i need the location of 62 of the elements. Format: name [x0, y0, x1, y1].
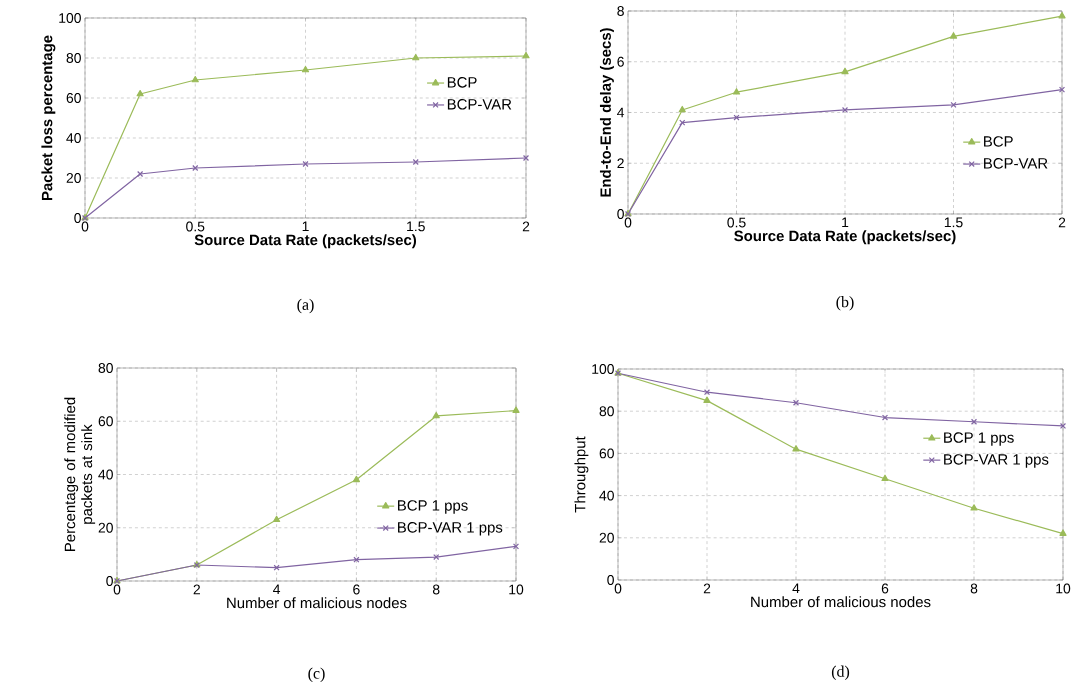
text: (b): [836, 295, 854, 311]
legend-label: BCP 1 pps: [944, 432, 1014, 446]
x-tick-label: 0.5: [727, 217, 746, 228]
y-axis-title: End-to-End delay (secs): [599, 28, 614, 197]
legend-label: BCP 1 pps: [398, 500, 468, 514]
x-tick-label: 4: [273, 584, 281, 594]
x-tick-label: 2: [193, 584, 200, 595]
y-tick-label: 6: [617, 56, 624, 67]
text: (d): [831, 665, 850, 680]
x-tick-label: 0: [624, 217, 632, 228]
y-tick-label: 100: [59, 12, 81, 23]
text: (a): [297, 298, 314, 314]
y-tick-label: 40: [66, 132, 81, 143]
y-tick-label: 60: [599, 448, 614, 459]
x-tick-label: 2: [1058, 217, 1066, 228]
legend-label: BCP-VAR: [447, 98, 512, 110]
y-tick-label: 60: [98, 416, 113, 427]
x-tick-label: 10: [1056, 583, 1071, 594]
x-tick-label: 6: [881, 583, 889, 594]
x-axis-title: Number of malicious nodes: [751, 596, 931, 608]
x-axis-title: Source Data Rate (packets/sec): [194, 234, 417, 249]
y-tick-label: 40: [98, 469, 113, 480]
x-tick-label: 0: [113, 584, 121, 595]
legend-label: BCP: [984, 136, 1013, 147]
y-tick-label: 40: [599, 490, 614, 501]
y-tick-label: 2: [617, 158, 624, 168]
x-tick-label: 1.5: [944, 217, 963, 228]
x-tick-label: 1: [302, 221, 309, 231]
x-tick-label: 8: [970, 583, 978, 594]
x-tick-label: 8: [432, 584, 440, 595]
y-tick-label: 60: [66, 92, 81, 103]
y-tick-label: 0: [607, 574, 614, 585]
y-tick-label: 20: [599, 532, 614, 543]
x-tick-label: 0: [81, 221, 89, 232]
y-tick-label: 100: [592, 363, 614, 374]
y-tick-label: 80: [599, 406, 614, 417]
x-tick-label: 1: [842, 217, 849, 227]
y-tick-label: 0: [617, 208, 624, 219]
y-axis-title: Throughput: [574, 436, 589, 513]
text: (c): [308, 667, 325, 682]
y-tick-label: 0: [106, 575, 113, 586]
x-tick-label: 1.5: [407, 221, 425, 232]
legend-label: BCP-VAR 1 pps: [398, 521, 503, 536]
y-tick-label: 20: [98, 522, 113, 533]
legend-label: BCP-VAR 1 pps: [944, 454, 1049, 468]
x-tick-label: 2: [522, 221, 530, 232]
x-tick-label: 4: [792, 583, 800, 593]
y-axis-title: Percentage of modified packets at sink: [64, 397, 96, 551]
x-tick-label: 2: [703, 583, 711, 594]
x-tick-label: 6: [353, 584, 360, 595]
x-tick-label: 10: [509, 584, 524, 595]
legend-label: BCP-VAR: [984, 157, 1048, 169]
y-tick-label: 4: [617, 107, 625, 118]
y-axis-title: Packet loss percentage: [41, 35, 56, 200]
legend-label: BCP: [447, 76, 477, 88]
x-axis-title: Source Data Rate (packets/sec): [734, 230, 956, 245]
y-tick-label: 80: [66, 52, 81, 63]
y-tick-label: 8: [617, 5, 624, 16]
x-tick-label: 0.5: [186, 221, 205, 232]
y-tick-label: 80: [98, 362, 113, 373]
x-axis-title: Number of malicious nodes: [227, 597, 407, 609]
y-tick-label: 20: [66, 172, 81, 183]
